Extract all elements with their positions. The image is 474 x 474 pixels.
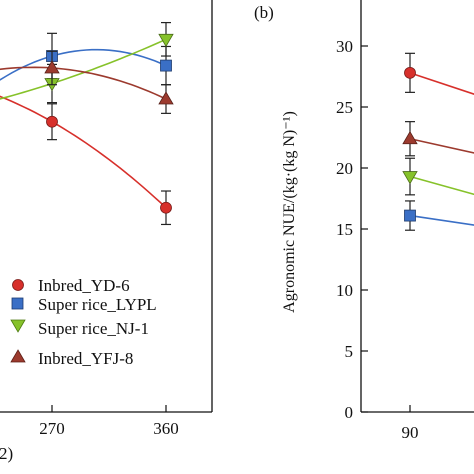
panel-b-label: (b) xyxy=(254,3,274,22)
panel-a-x-tick-label-360: 360 xyxy=(153,419,179,438)
legend-label-yfj8: Inbred_YFJ-8 xyxy=(38,349,133,368)
panel-a-curves xyxy=(0,38,167,209)
panel-b-ytick-label-5: 5 xyxy=(345,342,354,361)
point-b-inbred-yfj-8 xyxy=(402,130,418,145)
panel-a-x-tick-label-270: 270 xyxy=(39,419,65,438)
line-inbred-yd-6 xyxy=(409,72,474,95)
point-inbred-yd-6-270 xyxy=(46,115,58,128)
point-super-rice-nj-1-360 xyxy=(158,33,174,48)
panel-b-lines xyxy=(409,72,474,226)
panel-b-y-axis-title: Agronomic NUE/(kg·(kg N)⁻¹) xyxy=(281,111,298,313)
curve-inbred-yd-6 xyxy=(0,95,167,209)
panel-b-ytick-label-30: 30 xyxy=(336,37,353,56)
panel-b-ytick-label-0: 0 xyxy=(345,403,354,422)
line-super-rice-nj-1 xyxy=(409,175,474,196)
legend-marker-lypl xyxy=(11,297,24,310)
legend-label-lypl: Super rice_LYPL xyxy=(38,295,157,314)
panel-b-ytick-label-25: 25 xyxy=(336,98,353,117)
panel-a-xlabel-fragment: 2) xyxy=(0,444,13,463)
legend-label-nj1: Super rice_NJ-1 xyxy=(38,319,149,338)
panel-b-ytick-label-20: 20 xyxy=(336,159,353,178)
line-super-rice-lypl xyxy=(409,214,474,226)
panel-b-y-ticks: 0 5 10 15 20 25 30 xyxy=(336,37,368,422)
legend-marker-yd6 xyxy=(12,279,24,291)
point-b-inbred-yd-6 xyxy=(404,66,416,79)
line-inbred-yfj-8 xyxy=(409,137,474,154)
point-super-rice-lypl-360 xyxy=(160,59,172,72)
panel-b: (b) 0 5 10 15 20 25 30 90 Agronomic NUE/(kg·(k… xyxy=(254,0,474,442)
legend-marker-yfj8 xyxy=(10,349,26,363)
curve-super-rice-lypl xyxy=(0,48,167,81)
panel-b-x-tick-label-90: 90 xyxy=(402,423,419,442)
legend: Inbred_YD-6 Super rice_LYPL Super rice_N… xyxy=(10,276,157,368)
point-b-super-rice-nj-1 xyxy=(402,171,418,185)
point-inbred-yd-6-360 xyxy=(160,201,172,214)
curve-inbred-yfj-8 xyxy=(0,66,167,100)
panel-a-points xyxy=(44,21,174,226)
point-inbred-yfj-8-360 xyxy=(158,91,174,105)
panel-a: 270 360 2) Inbred_YD-6 Super rice_LYPL S… xyxy=(0,0,213,463)
point-b-super-rice-lypl xyxy=(404,209,416,222)
panel-b-ytick-label-10: 10 xyxy=(336,281,353,300)
point-inbred-yfj-8-270 xyxy=(44,60,60,74)
panel-b-ytick-label-15: 15 xyxy=(336,220,353,239)
legend-marker-nj1 xyxy=(10,319,26,333)
panel-b-points xyxy=(402,52,418,231)
legend-label-yd6: Inbred_YD-6 xyxy=(38,276,130,295)
